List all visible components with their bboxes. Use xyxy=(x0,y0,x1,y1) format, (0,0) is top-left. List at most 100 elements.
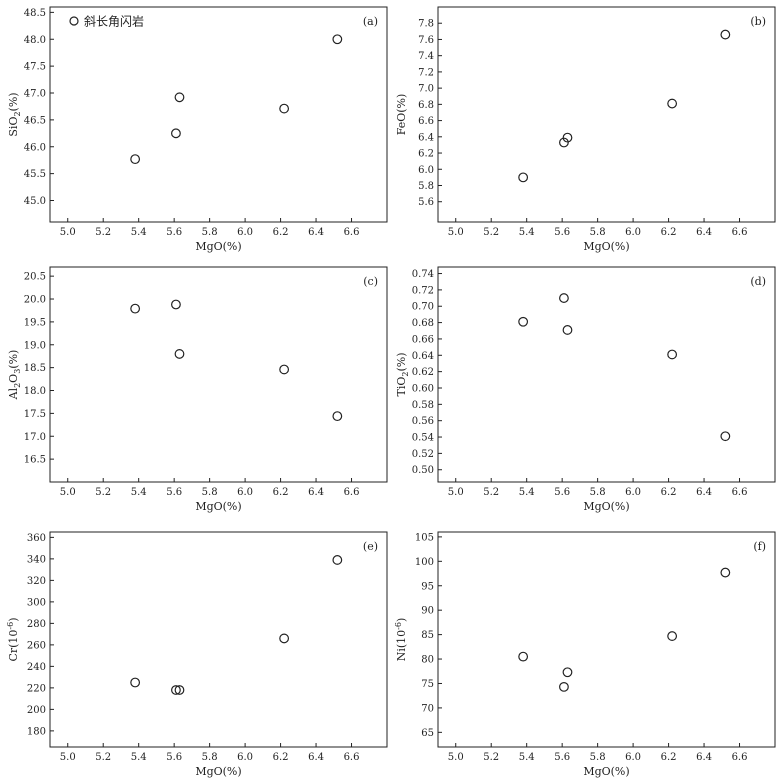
y-tick-label: 47.0 xyxy=(24,89,46,100)
x-tick-label: 5.6 xyxy=(166,487,182,498)
y-tick-label: 180 xyxy=(27,726,46,737)
y-axis-label: Al2O3(%) xyxy=(7,350,22,401)
x-tick-label: 5.8 xyxy=(202,227,218,238)
x-tick-label: 5.0 xyxy=(60,227,76,238)
x-tick-label: 6.4 xyxy=(308,487,324,498)
panel-label: (a) xyxy=(363,15,378,28)
data-point xyxy=(171,299,181,310)
y-axis-label: TiO2(%) xyxy=(395,352,410,396)
y-tick-label: 6.8 xyxy=(418,100,434,111)
y-axis-label-part: (%) xyxy=(7,92,20,111)
y-axis-label-part: O xyxy=(7,374,20,383)
plot-frame xyxy=(49,531,388,748)
x-tick-label: 5.0 xyxy=(60,752,76,763)
y-tick-label: 70 xyxy=(421,703,434,714)
x-tick-label: 5.0 xyxy=(60,487,76,498)
y-axis-label-part: FeO(%) xyxy=(395,94,408,136)
y-tick-label: 5.8 xyxy=(418,181,434,192)
data-point xyxy=(667,349,678,360)
y-axis-label-part: 2 xyxy=(401,372,410,377)
y-tick-label: 6.6 xyxy=(418,116,434,127)
data-point xyxy=(332,34,343,45)
x-tick-label: 6.0 xyxy=(237,487,253,498)
x-tick-label: 5.8 xyxy=(590,227,606,238)
data-point xyxy=(720,567,731,578)
y-tick-label: 95 xyxy=(421,581,434,592)
y-tick-label: 280 xyxy=(27,619,46,630)
panel-e: 5.0 5.2 5.4 5.6 5.8 6.0 6.2 6.4 6.6 180 200 220 240 2… xyxy=(6,531,388,778)
y-tick-label: 0.72 xyxy=(412,285,434,296)
y-tick-label: 200 xyxy=(27,705,46,716)
x-tick-label: 6.0 xyxy=(237,227,253,238)
y-axis-label-part: (%) xyxy=(395,352,408,371)
x-tick-label: 6.2 xyxy=(661,487,677,498)
x-tick-label: 6.2 xyxy=(661,752,677,763)
data-point xyxy=(559,137,569,148)
y-tick-label: 220 xyxy=(27,683,46,694)
data-point xyxy=(174,685,185,695)
panel-label: (e) xyxy=(363,540,378,553)
x-tick-label: 5.2 xyxy=(483,752,499,763)
x-tick-label: 5.2 xyxy=(95,487,111,498)
x-tick-label: 6.2 xyxy=(661,227,677,238)
y-tick-label: 7.8 xyxy=(418,19,434,30)
data-point xyxy=(332,411,343,422)
data-point xyxy=(518,172,529,183)
data-point xyxy=(667,98,678,109)
plot-frame xyxy=(437,531,776,748)
x-axis-label: MgO(%) xyxy=(195,240,241,253)
y-axis-label-part: Al xyxy=(7,387,20,400)
y-tick-label: 260 xyxy=(27,640,46,651)
x-tick-label: 6.0 xyxy=(237,752,253,763)
y-tick-label: 45.0 xyxy=(24,196,46,207)
y-tick-label: 6.4 xyxy=(418,132,434,143)
y-tick-label: 6.2 xyxy=(418,149,434,160)
y-tick-label: 0.56 xyxy=(412,416,434,427)
y-tick-label: 5.6 xyxy=(418,197,434,208)
y-tick-label: 340 xyxy=(27,554,46,565)
panel-d: 5.0 5.2 5.4 5.6 5.8 6.0 6.2 6.4 6.6 0.50 0.52 0.54 0… xyxy=(395,266,776,513)
y-axis-label-part: Cr(10 xyxy=(7,630,20,662)
plot-frame xyxy=(437,266,776,483)
x-tick-label: 5.4 xyxy=(519,487,535,498)
data-point xyxy=(171,128,181,139)
y-tick-label: 100 xyxy=(415,557,434,568)
legend-marker xyxy=(69,16,79,26)
y-tick-label: 7.2 xyxy=(418,67,434,78)
y-tick-label: 18.5 xyxy=(24,363,46,374)
x-tick-label: 6.4 xyxy=(696,487,712,498)
y-tick-label: 0.52 xyxy=(412,449,434,460)
x-tick-label: 5.4 xyxy=(131,227,147,238)
y-axis-label: SiO2(%) xyxy=(7,92,22,136)
y-axis-label: Ni(10-6) xyxy=(394,618,408,662)
x-axis-label: MgO(%) xyxy=(583,765,629,778)
x-tick-label: 5.4 xyxy=(519,752,535,763)
x-tick-label: 5.6 xyxy=(554,227,570,238)
y-tick-label: 17.5 xyxy=(24,409,46,420)
y-tick-label: 0.54 xyxy=(412,433,434,444)
y-axis-label-part: -6 xyxy=(394,622,403,630)
x-axis-label: MgO(%) xyxy=(195,765,241,778)
x-tick-label: 6.2 xyxy=(273,227,289,238)
panel-label: (c) xyxy=(363,275,378,288)
y-axis-label-part: Ni(10 xyxy=(395,630,408,661)
y-axis-label-part: -6 xyxy=(6,622,15,630)
x-tick-label: 5.2 xyxy=(483,487,499,498)
y-tick-label: 16.5 xyxy=(24,455,46,466)
y-axis-label-part: 2 xyxy=(13,111,22,116)
x-tick-label: 5.4 xyxy=(131,487,147,498)
panel-label: (b) xyxy=(750,15,766,28)
y-tick-label: 45.5 xyxy=(24,169,46,180)
y-tick-label: 7.6 xyxy=(418,35,434,46)
x-axis-label: MgO(%) xyxy=(195,500,241,513)
y-tick-label: 80 xyxy=(421,655,434,666)
y-tick-label: 75 xyxy=(421,679,434,690)
x-tick-label: 5.4 xyxy=(519,227,535,238)
x-tick-label: 6.6 xyxy=(732,227,748,238)
data-point xyxy=(174,92,185,103)
y-tick-label: 0.66 xyxy=(412,334,434,345)
x-tick-label: 6.2 xyxy=(273,487,289,498)
y-tick-label: 6.0 xyxy=(418,165,434,176)
x-tick-label: 5.6 xyxy=(554,752,570,763)
x-tick-label: 6.0 xyxy=(625,487,641,498)
